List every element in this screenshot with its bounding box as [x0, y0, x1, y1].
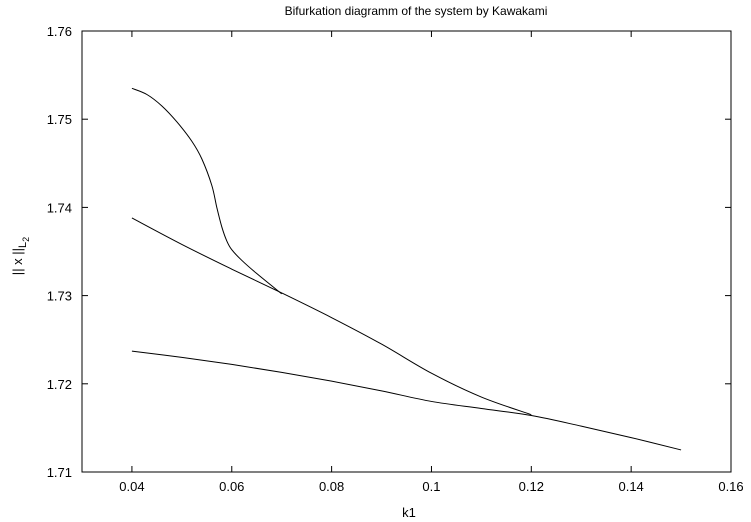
axis-ticks: 0.04 0.06 0.08 0.1 0.12 0.14 0.16 1.71 1.72 1.73 1…: [47, 24, 744, 494]
y-axis-label: || x ||L2: [10, 237, 31, 275]
x-tick-label: 0.16: [718, 479, 743, 494]
x-tick-label: 0.04: [119, 479, 144, 494]
series-line-1: [131, 87, 283, 295]
y-tick-label: 1.75: [47, 112, 72, 127]
x-tick-label: 0.1: [422, 479, 440, 494]
x-axis-label: k1: [402, 505, 416, 520]
x-tick-label: 0.12: [519, 479, 544, 494]
x-tick-label: 0.14: [618, 479, 643, 494]
chart-title: Bifurkation diagramm of the system by Ka…: [285, 4, 548, 18]
curves: [131, 87, 682, 451]
y-axis-label-sub-l: L: [17, 242, 29, 248]
y-tick-label: 1.72: [47, 377, 72, 392]
y-axis-label-sub-2: 2: [21, 237, 31, 242]
y-tick-label: 1.73: [47, 289, 72, 304]
series-line-2: [131, 217, 532, 416]
x-tick-label: 0.08: [319, 479, 344, 494]
svg-text:|| x ||L2: || x ||L2: [10, 237, 31, 275]
series-line-3: [131, 350, 682, 451]
plot-frame: [81, 30, 732, 473]
y-tick-label: 1.74: [47, 200, 72, 215]
y-axis-label-main: || x ||: [10, 248, 25, 275]
x-tick-label: 0.06: [219, 479, 244, 494]
y-tick-label: 1.76: [47, 24, 72, 39]
y-tick-label: 1.71: [47, 465, 72, 480]
